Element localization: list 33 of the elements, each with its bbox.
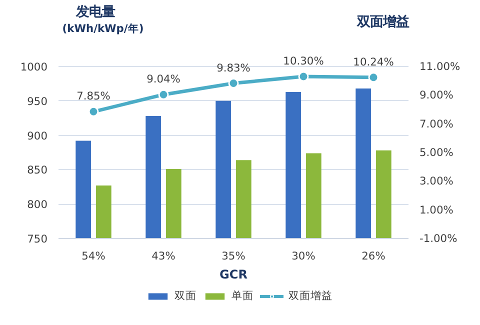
- x-tick-label: 43%: [152, 250, 176, 262]
- y2-tick-label: -1.00%: [420, 232, 458, 245]
- point: [88, 106, 99, 117]
- legend-label: 单面: [232, 289, 254, 303]
- y-tick-label: 800: [27, 198, 48, 212]
- x-tick-label: 54%: [82, 250, 106, 262]
- x-tick-label: 30%: [292, 250, 316, 262]
- data-label: 10.24%: [353, 55, 394, 68]
- x-tick-label: 35%: [222, 250, 246, 262]
- y-tick-label: 850: [27, 164, 48, 177]
- point: [158, 89, 169, 100]
- y-tick-label: 950: [27, 94, 48, 108]
- y2-tick-label: 9.00%: [420, 88, 454, 102]
- y2-axis-title: 双面增益: [356, 15, 410, 30]
- y-axis-title: 发电量 (kWh/kWp/年): [62, 5, 144, 35]
- y-tick-label: 900: [27, 129, 48, 142]
- y2-tick-label: 11.00%: [420, 60, 460, 73]
- y2-tick-label: 7.00%: [420, 117, 454, 130]
- y2-tick-label: 3.00%: [420, 174, 454, 188]
- y2-tick-label: 1.00%: [420, 203, 454, 216]
- data-label: 9.83%: [216, 61, 250, 74]
- x-tick-label: 26%: [362, 250, 386, 262]
- data-label: 10.30%: [283, 54, 324, 68]
- legend-label: 双面: [174, 289, 196, 303]
- y-tick-label: 1000: [20, 60, 48, 74]
- point: [368, 72, 379, 83]
- y-tick-label: 750: [27, 232, 48, 246]
- legend-label: 双面增益: [288, 289, 332, 303]
- y2-tick-label: 5.00%: [420, 146, 454, 159]
- x-axis-title: GCR: [220, 268, 248, 282]
- point: [298, 71, 309, 82]
- data-label: 7.85%: [76, 90, 110, 103]
- data-label: 9.04%: [146, 72, 180, 86]
